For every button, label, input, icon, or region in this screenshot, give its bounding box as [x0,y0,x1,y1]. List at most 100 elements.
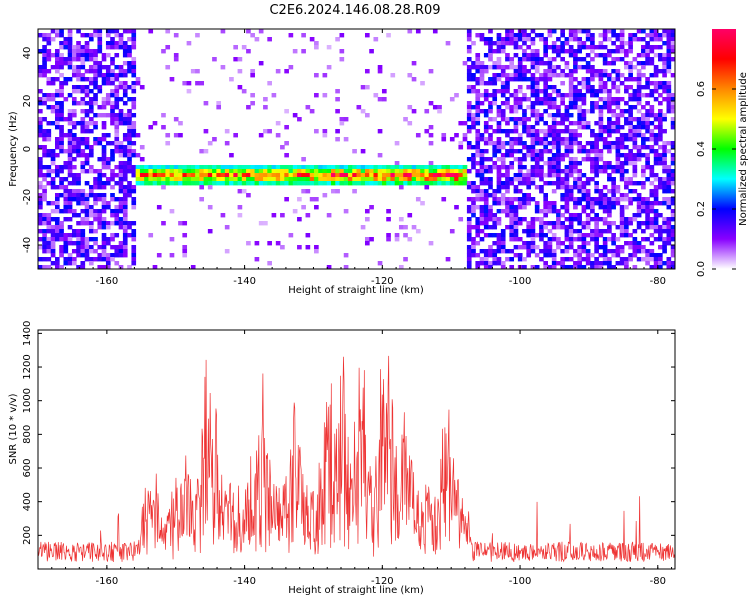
heatmap-cell [670,57,676,62]
heatmap-cell [38,101,43,106]
heatmap-cell [530,153,536,158]
heatmap-cell [624,61,629,66]
heatmap-cell [169,165,175,170]
heatmap-cell [411,77,417,82]
heatmap-cell [611,61,616,66]
heatmap-cell [624,197,629,202]
heatmap-cell [479,161,485,166]
heatmap-cell [556,245,561,250]
heatmap-cell [556,121,561,126]
heatmap-cell [496,233,502,238]
heatmap-cell [641,181,646,186]
heatmap-cell [594,161,599,166]
heatmap-cell [267,81,272,86]
heatmap-cell [624,185,629,190]
heatmap-cell [641,169,646,174]
heatmap-cell [237,85,243,90]
heatmap-cell [615,77,621,82]
heatmap-cell [54,33,60,38]
heatmap-cell [590,161,595,166]
heatmap-cell [649,113,655,118]
heatmap-cell [110,197,115,202]
heatmap-cell [560,113,565,118]
heatmap-cell [530,77,536,82]
heatmap-cell [534,169,540,174]
heatmap-cell [628,117,633,122]
heatmap-cell [577,261,582,266]
heatmap-cell [547,241,553,246]
heatmap-cell [505,73,510,78]
heatmap-cell [475,77,481,82]
heatmap-cell [543,265,548,270]
heatmap-cell [254,177,260,182]
heatmap-cell [488,125,493,130]
heatmap-cell [526,169,532,174]
heatmap-cell [488,261,493,266]
heatmap-cell [67,65,73,70]
heatmap-cell [284,141,289,146]
heatmap-cell [314,205,319,210]
heatmap-cell [360,85,366,90]
heatmap-cell [275,69,281,74]
heatmap-cell [560,101,565,106]
heatmap-cell [63,117,69,122]
heatmap-cell [581,145,587,150]
heatmap-cell [76,253,81,258]
heatmap-cell [645,221,650,226]
heatmap-cell [615,89,621,94]
heatmap-cell [71,257,77,262]
heatmap-cell [598,117,604,122]
x-tick-label: -100 [509,576,532,587]
heatmap-cell [496,241,502,246]
heatmap-cell [585,189,591,194]
heatmap-cell [267,261,272,266]
heatmap-cell [598,153,604,158]
heatmap-cell [649,129,655,134]
heatmap-cell [50,157,56,162]
heatmap-cell [46,165,52,170]
heatmap-cell [670,173,676,178]
heatmap-cell [568,213,574,218]
heatmap-cell [475,217,481,222]
heatmap-cell [615,253,621,258]
heatmap-cell [54,61,60,66]
heatmap-cell [581,101,587,106]
heatmap-cell [42,129,47,134]
heatmap-cell [513,213,519,218]
heatmap-cell [127,165,132,170]
heatmap-cell [598,165,604,170]
heatmap-cell [662,141,667,146]
heatmap-cell [471,153,476,158]
heatmap-cell [105,45,111,50]
heatmap-cell [492,201,498,206]
heatmap-cell [658,225,663,230]
heatmap-cell [258,177,264,182]
heatmap-cell [339,177,345,182]
heatmap-cell [624,241,629,246]
heatmap-cell [564,177,570,182]
heatmap-cell [80,129,86,134]
heatmap-cell [551,237,557,242]
heatmap-cell [88,237,94,242]
heatmap-cell [653,29,659,34]
heatmap-cell [386,181,391,186]
x-tick-label: -160 [96,576,119,587]
heatmap-cell [207,141,213,146]
heatmap-cell [522,69,527,74]
heatmap-cell [670,41,676,46]
heatmap-cell [76,53,81,58]
heatmap-cell [335,37,340,42]
heatmap-cell [432,173,438,178]
heatmap-cell [577,173,582,178]
heatmap-cell [590,253,595,258]
heatmap-cell [492,61,498,66]
heatmap-cell [496,197,502,202]
heatmap-cell [649,233,655,238]
heatmap-cell [513,149,519,154]
heatmap-cell [530,217,536,222]
heatmap-cell [71,229,77,234]
heatmap-cell [88,129,94,134]
heatmap-cell [619,125,625,130]
heatmap-cell [127,141,132,146]
heatmap-cell [624,177,629,182]
